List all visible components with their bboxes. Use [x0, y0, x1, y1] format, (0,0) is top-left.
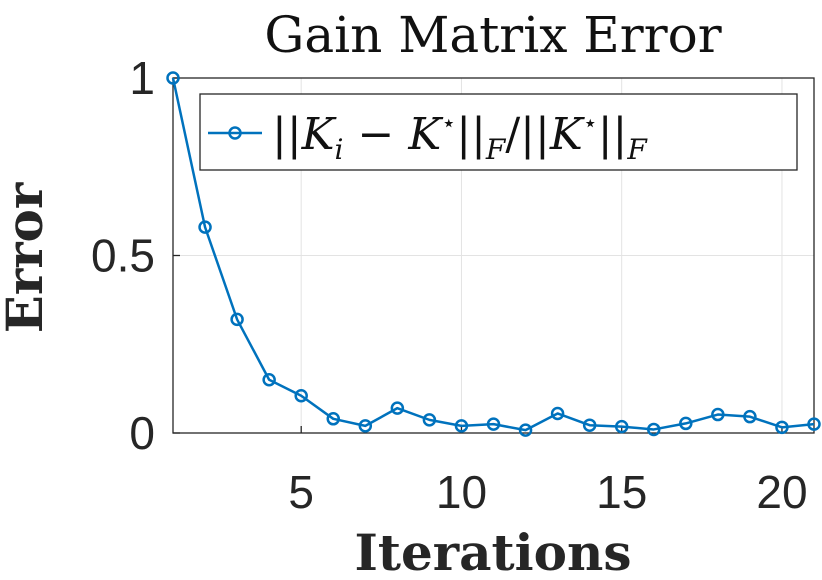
data-point — [454, 419, 469, 433]
x-tick-label: 20 — [756, 466, 807, 518]
data-point — [614, 419, 629, 434]
data-point — [807, 417, 821, 431]
data-point — [518, 423, 533, 437]
data-point — [262, 373, 276, 387]
data-point — [294, 388, 308, 403]
data-point — [390, 401, 405, 415]
data-point — [711, 407, 725, 422]
data-point — [486, 417, 501, 431]
y-tick-label: 1 — [129, 52, 155, 104]
legend-box — [199, 93, 798, 171]
y-tick-label: 0 — [129, 407, 155, 459]
data-point — [775, 420, 789, 435]
x-axis-label: Iterations — [355, 523, 632, 580]
x-tick-label: 10 — [436, 466, 487, 518]
data-point — [422, 413, 437, 427]
data-point — [166, 71, 180, 85]
x-tick-label: 15 — [596, 466, 647, 518]
x-tick-label: 5 — [288, 466, 314, 518]
series-line — [171, 77, 815, 432]
legend-marker — [228, 126, 242, 140]
data-point — [358, 419, 373, 433]
data-point — [550, 406, 565, 421]
data-point — [743, 409, 757, 424]
series-layer — [166, 71, 821, 437]
data-point — [198, 220, 212, 234]
data-point — [647, 422, 661, 437]
data-point — [582, 418, 597, 432]
data-point — [326, 412, 340, 426]
data-point — [679, 416, 693, 431]
legend-label: ||Ki − K⋆||F/||K⋆||F — [272, 109, 648, 166]
legend: ||Ki − K⋆||F/||K⋆||F — [199, 93, 798, 171]
chart-title: Gain Matrix Error — [264, 6, 721, 64]
data-point — [230, 312, 244, 327]
y-axis-label: Error — [0, 182, 54, 333]
ticks: 5 10 15 20 0 0.5 1 — [91, 52, 807, 518]
y-tick-label: 0.5 — [91, 230, 155, 282]
